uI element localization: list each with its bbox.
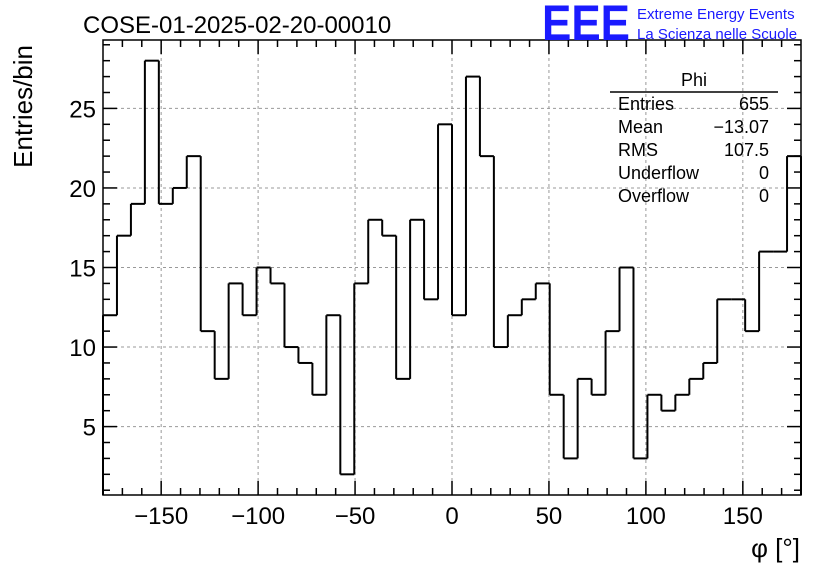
stats-value-entries: 655 (739, 94, 769, 114)
stats-title: Phi (681, 70, 707, 90)
y-tick-label: 10 (69, 335, 96, 362)
y-tick-label: 25 (69, 96, 96, 123)
stats-label-rms: RMS (618, 140, 658, 160)
logo-line-2: La Scienza nelle Scuole (637, 26, 797, 43)
x-tick-label: −150 (134, 503, 188, 530)
x-axis-label: φ [°] (751, 533, 800, 563)
stats-label-underflow: Underflow (618, 163, 700, 183)
tick-labels: −150 −100 −50 0 50 100 150 5 10 15 20 25 (69, 96, 763, 530)
stats-value-mean: −13.07 (713, 117, 769, 137)
x-tick-label: 150 (723, 503, 763, 530)
axis-ticks (103, 40, 801, 495)
y-axis-label: Entries/bin (8, 45, 38, 168)
logo-line-1: Extreme Energy Events (637, 6, 795, 23)
y-tick-label: 15 (69, 256, 96, 283)
stats-box: Phi Entries 655 Mean −13.07 RMS 107.5 Un… (610, 70, 778, 206)
stats-label-overflow: Overflow (618, 186, 690, 206)
stats-value-underflow: 0 (759, 163, 769, 183)
histogram-bins (102, 59, 802, 495)
y-tick-label: 5 (83, 415, 96, 442)
stats-label-entries: Entries (618, 94, 674, 114)
x-tick-label: 0 (445, 503, 458, 530)
stats-label-mean: Mean (618, 117, 663, 137)
x-tick-label: 50 (536, 503, 563, 530)
chart-title: COSE-01-2025-02-20-00010 (83, 12, 391, 39)
y-tick-label: 20 (69, 176, 96, 203)
x-tick-label: 100 (626, 503, 666, 530)
stats-value-rms: 107.5 (724, 140, 769, 160)
eee-logo-mark: EEE (542, 0, 630, 51)
stats-value-overflow: 0 (759, 186, 769, 206)
eee-logo: EEE Extreme Energy Events La Scienza nel… (542, 0, 797, 51)
x-tick-label: −50 (335, 503, 376, 530)
x-tick-label: −100 (231, 503, 285, 530)
